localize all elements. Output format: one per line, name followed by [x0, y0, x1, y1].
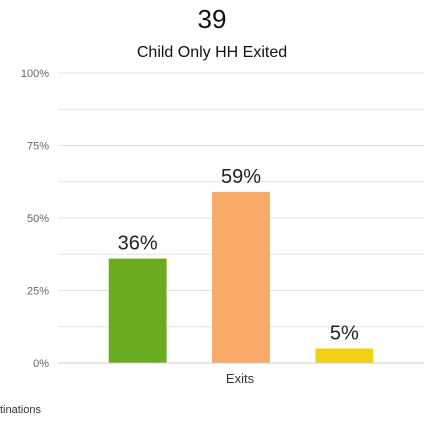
y-tick-label: 50%: [27, 213, 49, 225]
y-tick-label: 25%: [27, 286, 49, 298]
chart-headline-value: 39: [198, 4, 227, 34]
bar: [108, 258, 167, 363]
y-tick-label: 0%: [33, 358, 49, 370]
bar: [212, 191, 270, 363]
data-labels: 36% 59% 5%: [118, 166, 359, 345]
y-axis-ticks: 0% 25% 50% 75% 100%: [21, 68, 49, 370]
bars: [108, 191, 374, 363]
bar-data-label: 36%: [118, 233, 158, 255]
chart-title: Child Only HH Exited: [137, 44, 287, 61]
bar-data-label: 5%: [330, 323, 359, 345]
footnote-text: tinations: [0, 404, 41, 416]
y-tick-label: 75%: [27, 141, 49, 153]
bar: [315, 348, 374, 363]
y-tick-label: 100%: [21, 68, 49, 80]
x-axis-label: Exits: [226, 371, 255, 386]
bar-data-label: 59%: [221, 166, 261, 188]
